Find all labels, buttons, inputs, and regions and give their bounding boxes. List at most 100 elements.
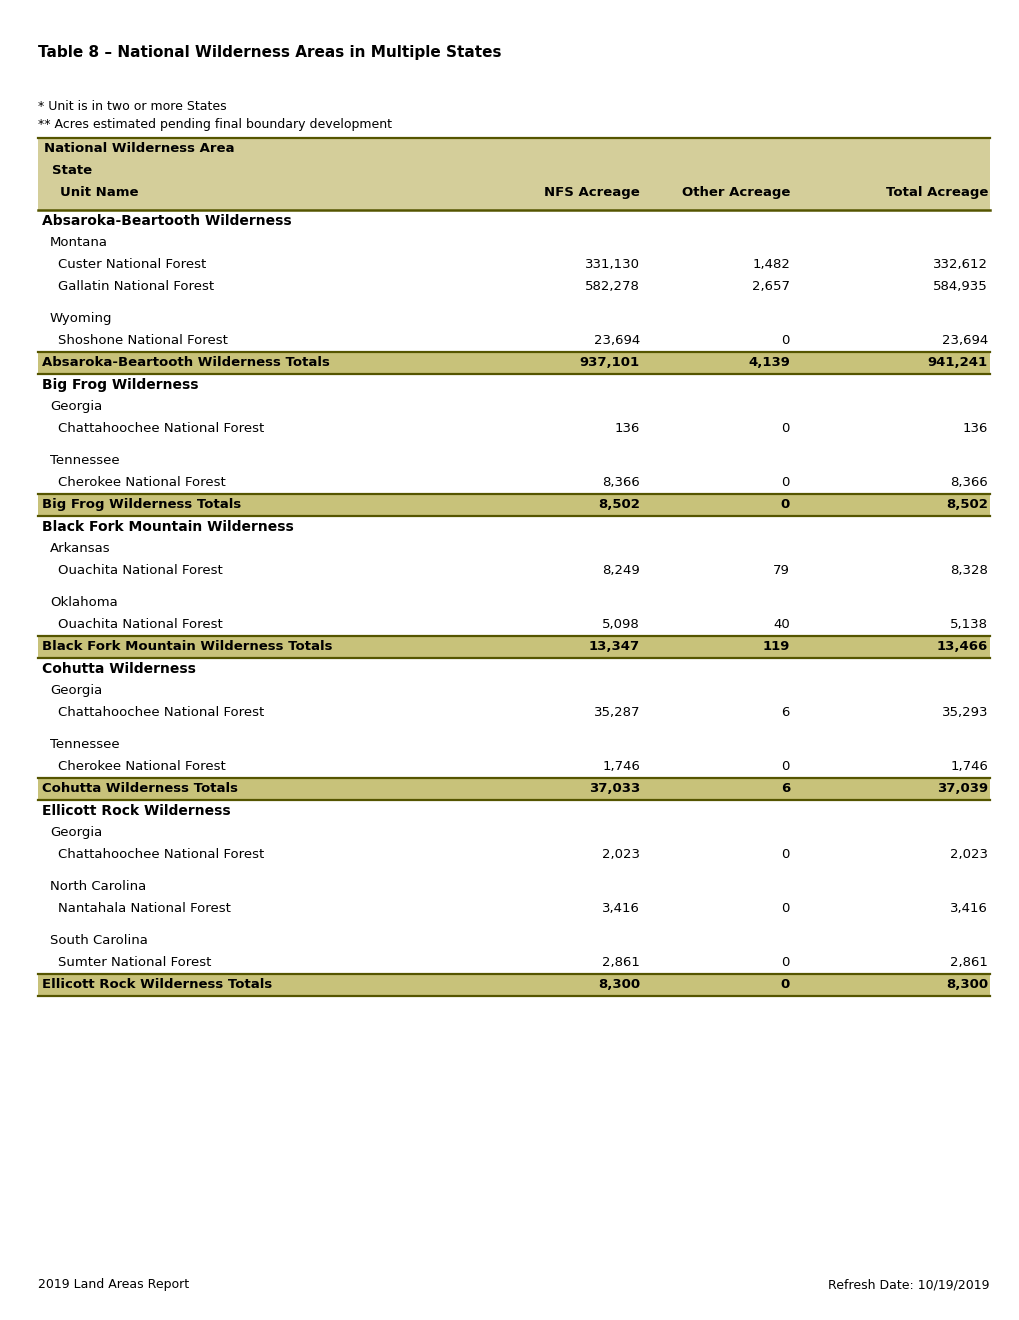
Text: 13,466: 13,466	[935, 640, 987, 653]
Text: Chattahoochee National Forest: Chattahoochee National Forest	[58, 847, 264, 861]
Text: Cohutta Wilderness: Cohutta Wilderness	[42, 663, 196, 676]
Text: 2019 Land Areas Report: 2019 Land Areas Report	[38, 1278, 189, 1291]
Text: Wyoming: Wyoming	[50, 312, 112, 325]
Text: 37,039: 37,039	[936, 781, 987, 795]
Text: 0: 0	[781, 477, 790, 488]
Text: Table 8 – National Wilderness Areas in Multiple States: Table 8 – National Wilderness Areas in M…	[38, 45, 501, 59]
Text: 8,249: 8,249	[601, 564, 639, 577]
Text: 3,416: 3,416	[601, 902, 639, 915]
Text: Cherokee National Forest: Cherokee National Forest	[58, 477, 225, 488]
Text: 136: 136	[614, 422, 639, 436]
Text: Chattahoochee National Forest: Chattahoochee National Forest	[58, 706, 264, 719]
Text: Georgia: Georgia	[50, 400, 102, 413]
Text: Arkansas: Arkansas	[50, 543, 110, 554]
Text: 2,861: 2,861	[949, 956, 987, 969]
Text: 35,293: 35,293	[941, 706, 987, 719]
Text: Tennessee: Tennessee	[50, 738, 119, 751]
Text: Big Frog Wilderness Totals: Big Frog Wilderness Totals	[42, 498, 242, 511]
Text: Montana: Montana	[50, 236, 108, 249]
Text: 37,033: 37,033	[588, 781, 639, 795]
Text: Ouachita National Forest: Ouachita National Forest	[58, 564, 222, 577]
Text: 8,366: 8,366	[950, 477, 987, 488]
Text: 0: 0	[780, 978, 790, 991]
Text: 1,746: 1,746	[949, 760, 987, 774]
Bar	[38, 974, 989, 997]
Text: 6: 6	[780, 781, 790, 795]
Text: Absaroka-Beartooth Wilderness Totals: Absaroka-Beartooth Wilderness Totals	[42, 356, 329, 370]
Text: 13,347: 13,347	[588, 640, 639, 653]
Text: 4,139: 4,139	[747, 356, 790, 370]
Text: Tennessee: Tennessee	[50, 454, 119, 467]
Text: 8,366: 8,366	[601, 477, 639, 488]
Text: 8,300: 8,300	[597, 978, 639, 991]
Text: 0: 0	[780, 498, 790, 511]
Text: 1,482: 1,482	[751, 257, 790, 271]
Text: Total Acreage: Total Acreage	[884, 186, 987, 199]
Text: 941,241: 941,241	[927, 356, 987, 370]
Text: 119: 119	[762, 640, 790, 653]
Bar	[38, 636, 989, 657]
Text: 582,278: 582,278	[585, 280, 639, 293]
Text: * Unit is in two or more States: * Unit is in two or more States	[38, 100, 226, 114]
Text: Chattahoochee National Forest: Chattahoochee National Forest	[58, 422, 264, 436]
Text: Sumter National Forest: Sumter National Forest	[58, 956, 211, 969]
Text: 23,694: 23,694	[593, 334, 639, 347]
Text: 79: 79	[772, 564, 790, 577]
Text: South Carolina: South Carolina	[50, 935, 148, 946]
Text: Unit Name: Unit Name	[60, 186, 139, 199]
Text: National Wilderness Area: National Wilderness Area	[44, 143, 234, 154]
Text: 2,861: 2,861	[601, 956, 639, 969]
Text: 5,138: 5,138	[949, 618, 987, 631]
Text: Ellicott Rock Wilderness Totals: Ellicott Rock Wilderness Totals	[42, 978, 272, 991]
Text: 937,101: 937,101	[580, 356, 639, 370]
Text: Black Fork Mountain Wilderness: Black Fork Mountain Wilderness	[42, 520, 293, 535]
Text: Absaroka-Beartooth Wilderness: Absaroka-Beartooth Wilderness	[42, 214, 291, 228]
Text: 8,502: 8,502	[597, 498, 639, 511]
Text: 0: 0	[781, 902, 790, 915]
Text: 6: 6	[781, 706, 790, 719]
Text: Cohutta Wilderness Totals: Cohutta Wilderness Totals	[42, 781, 237, 795]
Text: 40: 40	[772, 618, 790, 631]
Text: State: State	[52, 164, 92, 177]
Text: Nantahala National Forest: Nantahala National Forest	[58, 902, 230, 915]
Text: 3,416: 3,416	[949, 902, 987, 915]
Text: ** Acres estimated pending final boundary development: ** Acres estimated pending final boundar…	[38, 117, 391, 131]
Text: 8,300: 8,300	[945, 978, 987, 991]
Text: 136: 136	[962, 422, 987, 436]
Text: 0: 0	[781, 760, 790, 774]
Text: 35,287: 35,287	[593, 706, 639, 719]
Bar	[38, 139, 989, 210]
Text: 2,023: 2,023	[949, 847, 987, 861]
Text: Cherokee National Forest: Cherokee National Forest	[58, 760, 225, 774]
Text: Gallatin National Forest: Gallatin National Forest	[58, 280, 214, 293]
Text: Oklahoma: Oklahoma	[50, 597, 117, 609]
Text: 0: 0	[781, 334, 790, 347]
Text: 2,657: 2,657	[751, 280, 790, 293]
Text: 23,694: 23,694	[941, 334, 987, 347]
Text: 584,935: 584,935	[932, 280, 987, 293]
Text: Black Fork Mountain Wilderness Totals: Black Fork Mountain Wilderness Totals	[42, 640, 332, 653]
Text: Georgia: Georgia	[50, 684, 102, 697]
Bar	[38, 494, 989, 516]
Text: Custer National Forest: Custer National Forest	[58, 257, 206, 271]
Text: North Carolina: North Carolina	[50, 880, 146, 894]
Text: 331,130: 331,130	[585, 257, 639, 271]
Text: 0: 0	[781, 847, 790, 861]
Text: 1,746: 1,746	[601, 760, 639, 774]
Text: Ouachita National Forest: Ouachita National Forest	[58, 618, 222, 631]
Text: 332,612: 332,612	[932, 257, 987, 271]
Text: 2,023: 2,023	[601, 847, 639, 861]
Text: 5,098: 5,098	[601, 618, 639, 631]
Text: NFS Acreage: NFS Acreage	[544, 186, 639, 199]
Text: 0: 0	[781, 422, 790, 436]
Text: 0: 0	[781, 956, 790, 969]
Text: Ellicott Rock Wilderness: Ellicott Rock Wilderness	[42, 804, 230, 818]
Text: Refresh Date: 10/19/2019: Refresh Date: 10/19/2019	[827, 1278, 989, 1291]
Text: Shoshone National Forest: Shoshone National Forest	[58, 334, 227, 347]
Text: Big Frog Wilderness: Big Frog Wilderness	[42, 378, 199, 392]
Text: 8,502: 8,502	[946, 498, 987, 511]
Text: Other Acreage: Other Acreage	[681, 186, 790, 199]
Bar	[38, 777, 989, 800]
Text: Georgia: Georgia	[50, 826, 102, 840]
Bar	[38, 352, 989, 374]
